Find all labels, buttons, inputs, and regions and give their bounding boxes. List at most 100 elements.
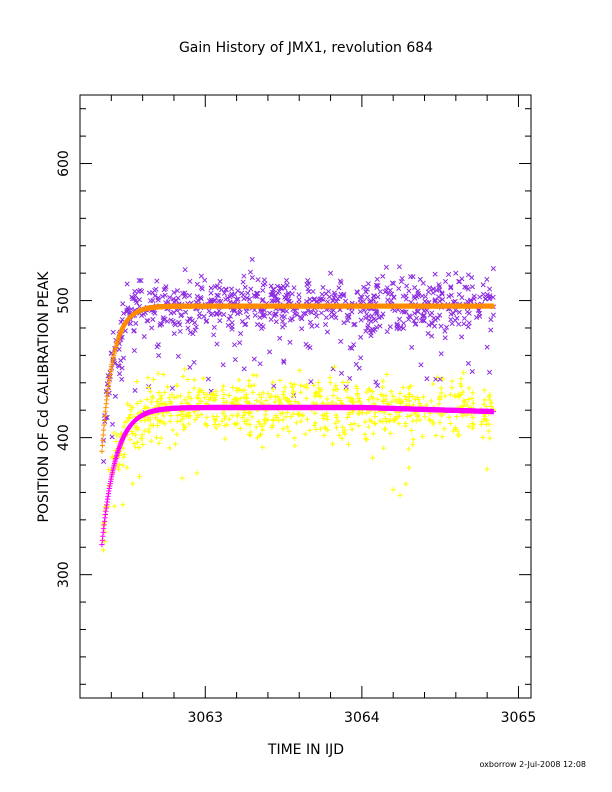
data-point [211,332,217,338]
data-point [224,422,230,428]
data-point [313,392,319,398]
data-point [292,311,298,317]
data-point [133,432,139,438]
data-point [229,413,235,419]
data-point [260,390,266,396]
data-point [309,323,315,329]
data-point [145,318,151,324]
fit-point [490,303,497,309]
data-point [255,419,262,425]
data-point [273,319,279,325]
data-point [175,353,181,359]
data-point [311,382,317,388]
data-point [167,294,173,301]
data-point [142,417,148,424]
data-point [437,298,443,304]
data-point [229,320,235,326]
data-point [344,387,350,393]
data-point [368,298,374,304]
chart-title: Gain History of JMX1, revolution 684 [179,40,433,56]
data-point [156,440,162,446]
data-point [452,393,458,399]
data-point [171,331,177,337]
data-point [367,387,373,393]
data-point [247,269,254,275]
data-point [458,376,464,382]
data-point [124,465,130,471]
data-point [183,309,189,315]
data-point [439,291,445,297]
data-point [131,348,137,354]
data-point [305,286,311,292]
data-point [178,313,184,319]
data-point [414,413,421,419]
data-point [202,277,208,283]
data-point [158,418,164,424]
data-point [140,441,146,448]
data-point [422,294,429,300]
data-point [329,441,336,447]
data-point [270,422,276,428]
data-point [415,396,422,403]
data-point [287,339,293,345]
data-point [377,323,383,329]
data-point [342,298,349,304]
data-point [354,289,360,295]
data-point [212,395,218,401]
data-point [345,379,351,385]
data-point [474,314,480,320]
data-point [191,385,197,391]
data-point [110,329,116,335]
data-point [285,409,291,416]
data-point [372,326,378,333]
data-point [427,285,433,291]
data-point [226,392,232,399]
data-point [303,395,309,401]
data-point [175,295,181,301]
fit-point [100,437,106,443]
data-point [353,383,359,390]
data-point [438,351,444,357]
data-point [359,410,365,416]
data-point [380,273,386,279]
data-point [181,366,188,372]
data-point [201,395,208,401]
data-point [408,412,414,418]
data-point [382,415,389,422]
data-point [428,398,434,404]
data-point [170,427,176,433]
data-point [223,286,229,292]
fit-point [101,427,107,433]
data-point [403,396,410,403]
data-point [446,414,452,420]
data-point [245,417,251,423]
data-point [461,321,467,327]
data-point [448,285,454,291]
data-point [298,418,304,424]
data-point [157,396,163,402]
data-point [363,289,369,295]
data-point [465,324,471,330]
data-point [280,410,286,416]
data-point [437,312,443,318]
data-point [316,385,322,391]
data-point [471,296,477,302]
data-point [321,432,327,438]
data-point [447,420,453,427]
data-point [438,385,444,391]
data-point [425,289,432,295]
data-point [397,400,403,406]
data-point [490,265,496,272]
data-point [419,433,425,440]
data-point [191,359,197,365]
data-point [374,382,381,389]
data-point [186,421,192,427]
data-point [263,412,269,418]
data-point [470,390,476,396]
data-point [436,401,442,407]
data-point [377,289,383,295]
data-point [189,318,195,324]
data-point [354,386,360,392]
data-point [304,382,310,388]
data-point [338,338,344,344]
